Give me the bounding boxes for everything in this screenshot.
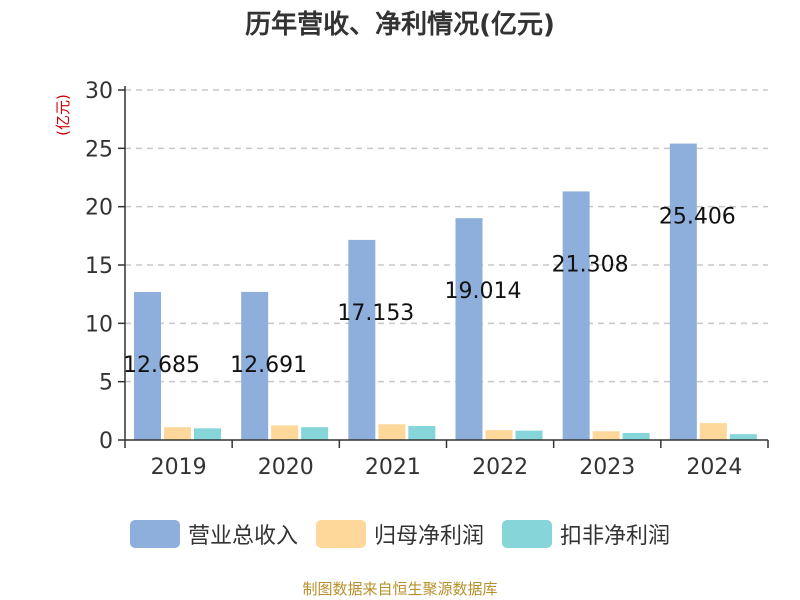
x-tick-label: 2020 bbox=[258, 455, 314, 480]
grid-lines bbox=[125, 89, 768, 383]
bar bbox=[408, 426, 436, 440]
y-axis-label: (亿元) bbox=[54, 94, 72, 136]
data-label: 19.014 bbox=[445, 279, 522, 304]
bar bbox=[194, 428, 221, 440]
legend-item[interactable]: 扣非净利润 bbox=[502, 518, 670, 550]
bar bbox=[515, 430, 543, 440]
legend-item[interactable]: 归母净利润 bbox=[315, 518, 484, 550]
data-label: 12.685 bbox=[123, 353, 200, 378]
bar bbox=[699, 423, 727, 440]
chart-title: 历年营收、净利情况(亿元) bbox=[245, 10, 555, 40]
bar bbox=[378, 424, 406, 440]
bar bbox=[729, 434, 757, 440]
bar bbox=[669, 143, 697, 440]
bar bbox=[622, 433, 650, 440]
y-tick-label: 5 bbox=[99, 371, 113, 396]
legend-item[interactable]: 营业总收入 bbox=[129, 518, 298, 550]
bars bbox=[134, 143, 757, 440]
legend-label: 归母净利润 bbox=[373, 524, 484, 549]
bar bbox=[241, 291, 269, 440]
bar bbox=[562, 191, 590, 440]
data-labels: 12.685 12.691 17.153 19.014 21.308 25.406 bbox=[123, 205, 736, 378]
bar bbox=[164, 427, 191, 440]
axes: 0 5 10 15 20 25 30 2019 2020 2021 2022 2023 2024 bbox=[85, 79, 769, 480]
x-tick-label: 2021 bbox=[365, 455, 421, 480]
legend-swatch bbox=[502, 520, 552, 548]
legend: 营业总收入 归母净利润 扣非净利润 bbox=[0, 518, 800, 550]
legend-swatch bbox=[129, 520, 180, 548]
y-tick-label: 25 bbox=[85, 137, 113, 162]
y-tick-label: 20 bbox=[85, 196, 113, 221]
x-tick-label: 2024 bbox=[686, 455, 742, 480]
bar bbox=[134, 292, 161, 440]
y-tick-label: 0 bbox=[99, 429, 113, 454]
bar bbox=[592, 431, 620, 440]
x-tick-label: 2022 bbox=[472, 455, 528, 480]
legend-label: 扣非净利润 bbox=[560, 524, 671, 549]
data-label: 12.691 bbox=[230, 353, 307, 378]
bar bbox=[271, 425, 299, 440]
legend-label: 营业总收入 bbox=[187, 524, 298, 549]
bar bbox=[348, 239, 376, 440]
bar bbox=[301, 427, 329, 440]
data-label: 17.153 bbox=[337, 301, 414, 326]
x-tick-label: 2023 bbox=[579, 455, 635, 480]
bar bbox=[485, 430, 513, 440]
x-tick-label: 2019 bbox=[151, 455, 207, 480]
y-tick-label: 30 bbox=[85, 79, 113, 104]
bar bbox=[455, 218, 483, 440]
y-tick-label: 15 bbox=[85, 254, 113, 279]
legend-swatch bbox=[315, 520, 366, 548]
data-label: 25.406 bbox=[659, 205, 736, 230]
data-label: 21.308 bbox=[552, 252, 629, 277]
y-tick-label: 10 bbox=[85, 312, 113, 337]
source-note: 制图数据来自恒生聚源数据库 bbox=[302, 580, 498, 598]
